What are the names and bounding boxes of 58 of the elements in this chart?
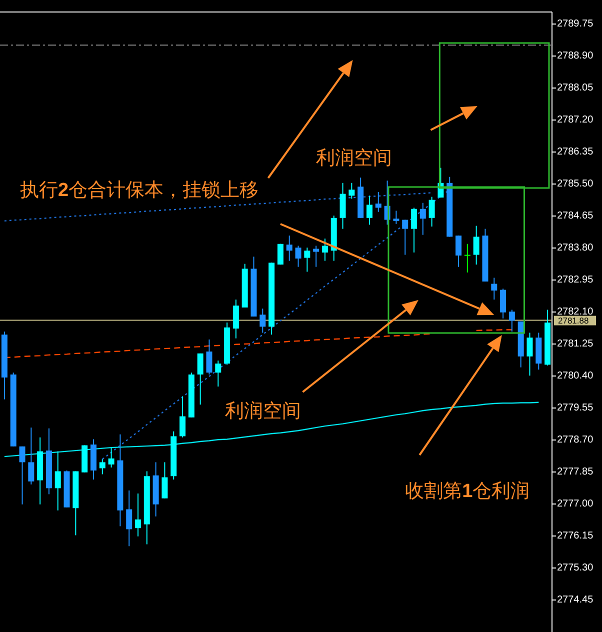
candlestick (232, 299, 239, 339)
candlestick (135, 492, 141, 537)
candlestick (420, 202, 426, 236)
candlestick (313, 245, 320, 268)
candlestick (473, 225, 480, 266)
candlestick (54, 450, 61, 511)
y-tick-label: 2777.00 (557, 498, 594, 510)
y-tick-label: 2783.80 (557, 242, 594, 254)
candlestick (366, 195, 372, 226)
candlestick (456, 235, 462, 268)
candlestick (206, 339, 212, 376)
candlestick (108, 447, 114, 468)
annotation: 收割第1仓利润 (405, 480, 530, 502)
candlestick (286, 235, 292, 262)
candlestick (348, 182, 355, 200)
candlestick (428, 196, 435, 228)
candlestick (99, 458, 106, 475)
candlestick (526, 332, 533, 376)
y-tick-label: 2784.65 (557, 210, 594, 222)
candlestick (304, 247, 310, 272)
candlestick (215, 360, 222, 388)
annotation: 利润空间 (316, 146, 392, 168)
candlestick (19, 446, 26, 505)
candlestick (464, 243, 470, 273)
y-tick-label: 2775.30 (557, 562, 594, 574)
y-tick-label: 2774.45 (557, 594, 594, 606)
y-tick-label: 2779.55 (557, 402, 594, 414)
candlestick (491, 277, 498, 300)
y-tick-label: 2782.95 (557, 274, 594, 286)
candlestick (322, 238, 328, 262)
candlestick (393, 210, 400, 224)
candlestick (28, 427, 34, 485)
candlestick (500, 288, 506, 319)
candlestick (197, 352, 204, 406)
y-tick-label: 2782.10 (557, 306, 594, 318)
candlestick (508, 309, 515, 332)
candlestick (402, 219, 408, 256)
candlestick (295, 245, 302, 268)
y-tick-label: 2776.15 (557, 530, 594, 542)
y-tick-label: 2785.50 (557, 178, 594, 190)
y-tick-label: 2781.25 (557, 338, 594, 350)
y-tick-label: 2778.70 (557, 434, 594, 446)
y-tick-label: 2788.90 (557, 50, 594, 62)
candlestick (180, 396, 186, 438)
ref-line-label: 2781.88 (558, 316, 589, 326)
candlestick (162, 462, 168, 499)
annotation: 执行2仓合计保本，挂锁上移 (20, 180, 259, 200)
y-tick-label: 2780.40 (557, 370, 594, 382)
y-tick-label: 2789.75 (557, 18, 594, 30)
y-tick-label: 2788.05 (557, 82, 594, 94)
y-tick-label: 2777.85 (557, 466, 594, 478)
y-tick-label: 2787.20 (557, 114, 594, 126)
annotation: 利润空间 (224, 400, 301, 422)
candlestick (375, 191, 382, 212)
candlestick (411, 207, 417, 254)
candlestick (260, 308, 266, 334)
candlestick (126, 490, 132, 547)
y-tick-label: 2786.35 (557, 146, 594, 158)
